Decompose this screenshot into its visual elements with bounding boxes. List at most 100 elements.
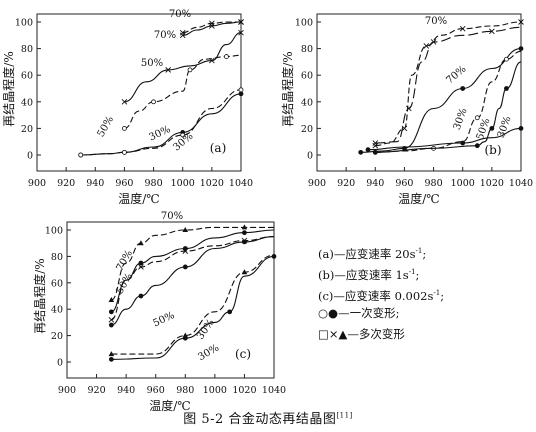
x-tick-label: 1000 <box>451 178 475 189</box>
legend-item-a: (a)—应变速率 20s-1; <box>318 244 426 261</box>
series-line <box>111 236 275 321</box>
series-line <box>111 226 274 301</box>
data-point <box>78 152 84 158</box>
legend-text-a: (a)—应变速率 20s <box>318 246 416 261</box>
data-point <box>182 227 189 232</box>
data-point <box>474 143 480 149</box>
y-tick-label: 20 <box>301 124 313 135</box>
figure-caption: 图 5-2 合金动态再结晶图[11] <box>0 408 536 427</box>
y-tick-label: 100 <box>45 226 63 237</box>
series-line <box>80 89 242 156</box>
series-line <box>360 48 522 153</box>
x-tick-label: 960 <box>115 178 133 189</box>
series-line <box>111 255 275 360</box>
y-tick-label: 80 <box>21 44 33 55</box>
legend-item-multi: □×▲—多次变形 <box>318 327 405 341</box>
series-line <box>375 21 522 147</box>
data-point <box>372 142 379 149</box>
x-axis-label: 温度/℃ <box>398 191 439 206</box>
x-tick-label: 1000 <box>203 385 227 396</box>
data-point <box>122 149 127 155</box>
x-tick-label: 900 <box>58 385 76 396</box>
x-tick-label: 920 <box>337 178 355 189</box>
panel-label: (a) <box>210 141 227 155</box>
legend-text-multi: —多次变形 <box>347 327 405 341</box>
legend-item-single: ○●—一次变形; <box>318 306 399 320</box>
y-tick-label: 40 <box>51 305 63 316</box>
x-tick-label: 960 <box>395 178 413 189</box>
data-point <box>430 39 437 45</box>
y-tick-label: 60 <box>51 278 63 289</box>
legend-text-single: —一次变形; <box>338 306 400 320</box>
data-point <box>121 98 128 105</box>
data-point <box>179 29 186 36</box>
plot-frame <box>66 221 275 379</box>
legend-tail-b: ; <box>415 267 420 282</box>
data-point <box>518 125 524 131</box>
x-tick-label: 1040 <box>509 178 533 189</box>
legend-sup-a: -1 <box>415 247 423 255</box>
legend-text-b: (b)—应变速率 1s <box>318 267 409 282</box>
x-tick-label: 1020 <box>232 385 256 396</box>
legend-text-c: (c)—应变速率 0.002s <box>318 288 434 303</box>
curve-annotation: 30% <box>196 343 221 364</box>
y-tick-label: 20 <box>21 124 33 135</box>
series-line <box>375 26 522 144</box>
data-point <box>271 253 277 259</box>
data-point <box>423 43 430 49</box>
data-point <box>405 105 412 112</box>
data-point <box>459 25 466 32</box>
curve-annotation: 50% <box>141 58 163 69</box>
data-point <box>238 91 244 97</box>
data-point <box>241 224 248 230</box>
data-point <box>151 99 156 105</box>
data-point <box>238 19 244 25</box>
data-point <box>401 125 408 132</box>
curve-annotation: 70% <box>169 9 191 20</box>
data-point <box>518 19 524 25</box>
x-tick-label: 1000 <box>171 178 195 189</box>
data-point <box>138 260 144 266</box>
data-point <box>179 32 186 39</box>
curve-annotation: 70% <box>444 64 468 87</box>
data-point <box>504 56 509 62</box>
data-point <box>238 29 244 36</box>
legend-symbols-single: ○● <box>318 306 339 320</box>
y-axis-label: 再结晶程度/% <box>280 51 295 126</box>
curve-annotation: 70% <box>161 211 183 222</box>
x-tick-label: 920 <box>57 178 75 189</box>
x-tick-label: 1020 <box>200 178 224 189</box>
x-tick-label: 920 <box>88 385 106 396</box>
data-point <box>138 264 144 270</box>
data-point <box>365 147 371 153</box>
caption-text: 图 5-2 合金动态再结晶图 <box>183 412 337 427</box>
data-point <box>518 46 524 51</box>
data-point <box>138 240 144 246</box>
data-point <box>224 54 229 59</box>
data-point <box>227 309 233 315</box>
data-point <box>209 23 215 29</box>
x-tick-label: 940 <box>117 385 135 396</box>
y-tick-label: 40 <box>301 97 313 108</box>
data-point <box>182 246 188 251</box>
x-tick-label: 900 <box>308 178 326 189</box>
y-tick-label: 60 <box>21 71 33 82</box>
caption-ref: [11] <box>336 411 353 420</box>
data-point <box>460 140 466 146</box>
plot-frame <box>316 13 522 172</box>
data-point <box>238 87 244 93</box>
data-point <box>165 67 171 73</box>
x-tick-label: 980 <box>425 178 443 189</box>
series-line <box>124 54 242 129</box>
data-point <box>489 125 495 131</box>
y-tick-label: 100 <box>295 18 313 29</box>
curve-annotation: 50% <box>152 310 177 329</box>
data-point <box>108 309 114 315</box>
y-axis-label: 再结晶程度/% <box>32 258 47 333</box>
legend-sup-c: -1 <box>433 289 441 297</box>
data-point <box>209 20 215 27</box>
y-tick-label: 60 <box>301 71 313 82</box>
x-axis-label: 温度/℃ <box>118 191 159 206</box>
y-tick-label: 0 <box>27 151 33 162</box>
data-point <box>489 28 495 35</box>
